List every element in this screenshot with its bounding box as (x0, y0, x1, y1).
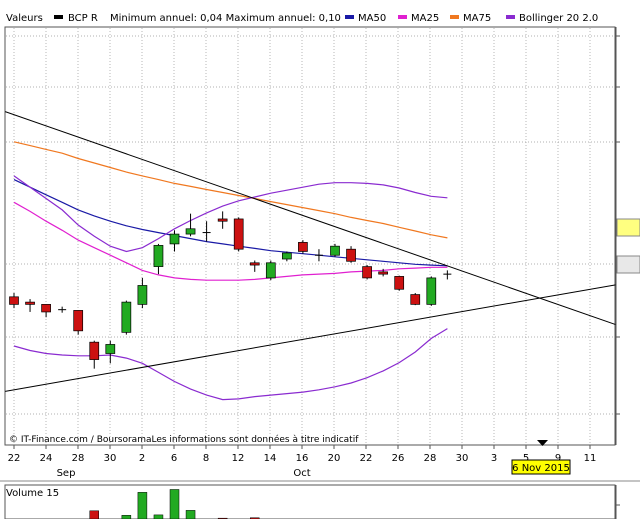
candle-body-24 (394, 276, 405, 290)
x-tick-label-7: 12 (232, 453, 245, 464)
x-tick-label-4: 2 (139, 453, 145, 464)
x-tick-label-12: 26 (392, 453, 405, 464)
x-tick-label-18: 11 (584, 453, 597, 464)
candle-body-18 (298, 242, 308, 252)
volume-bar-11 (185, 510, 196, 519)
x-tick-label-14: 30 (456, 453, 469, 464)
trendline-1 (5, 111, 634, 332)
price-grid (6, 28, 614, 444)
indicator-line-1 (13, 179, 448, 267)
candle-body-17 (282, 252, 292, 260)
candle-body-25 (410, 294, 421, 305)
candle-body-11 (185, 228, 196, 235)
date-badge-label: 6 Nov 2015 (512, 463, 570, 474)
ticker-swatch (54, 15, 63, 19)
legend-item-3: Bollinger 20 2.0 (519, 13, 598, 24)
x-tick-label-3: 30 (104, 453, 117, 464)
legend-header: Valeurs BCP R Minimum annuel: 0,04 Maxim… (6, 13, 598, 24)
candle-body-23 (378, 271, 388, 275)
candle-body-20 (330, 245, 340, 256)
indicator-line-0 (13, 141, 448, 239)
x-tick-label-16: 5 (523, 453, 529, 464)
date-cursor-icon (537, 440, 548, 446)
candle-body-7 (121, 301, 132, 333)
x-tick-label-8: 14 (264, 453, 277, 464)
x-tick-label-1: 24 (40, 453, 53, 464)
price-panel-frame (4, 26, 616, 446)
x-month-label-0: Sep (57, 468, 76, 479)
legend-swatch-0 (345, 15, 354, 19)
candle-body-5 (89, 341, 100, 360)
x-tick-label-9: 16 (296, 453, 309, 464)
x-month-label-1: Oct (293, 468, 310, 479)
volume-bar-8 (137, 492, 148, 519)
volume-title: Volume 15 (6, 488, 59, 499)
candle-body-16 (265, 262, 276, 279)
indicator-line-2 (13, 201, 448, 281)
candle-body-21 (346, 248, 356, 262)
x-tick-label-13: 28 (424, 453, 437, 464)
price-marker (616, 255, 640, 274)
candle-body-4 (73, 310, 84, 332)
volume-bar-15 (250, 517, 260, 519)
indicator-lines (13, 141, 448, 401)
legend-swatch-1 (398, 15, 407, 19)
volume-bar-9 (153, 514, 164, 519)
candle-body-10 (169, 233, 180, 245)
candlesticks (9, 211, 452, 369)
x-tick-label-0: 22 (8, 453, 21, 464)
x-tick-label-6: 8 (203, 453, 209, 464)
candle-body-6 (105, 344, 116, 354)
candle-body-8 (137, 285, 148, 305)
legend-swatch-3 (506, 15, 515, 19)
candle-body-14 (233, 218, 244, 250)
legend-item-1: MA25 (411, 13, 439, 24)
candle-body-15 (249, 262, 260, 266)
indicator-line-4 (13, 328, 448, 401)
watermark: © IT-Finance.com / BoursoramaLes informa… (9, 434, 359, 445)
candle-body-0 (9, 296, 19, 305)
candle-body-26 (426, 277, 437, 305)
legend-item-0: MA50 (358, 13, 386, 24)
legend-ticker: BCP R (68, 13, 98, 24)
legend-swatch-2 (450, 15, 459, 19)
candle-body-2 (41, 304, 51, 313)
x-tick-label-11: 22 (360, 453, 373, 464)
x-tick-label-5: 6 (171, 453, 177, 464)
volume-bar-5 (89, 510, 99, 519)
candle-body-9 (153, 245, 164, 267)
trendline-0 (5, 281, 634, 392)
x-tick-label-2: 28 (72, 453, 85, 464)
volume-bar-10 (169, 489, 180, 519)
trendlines (5, 111, 634, 392)
candle-body-1 (25, 301, 35, 305)
legend-item-2: MA75 (463, 13, 491, 24)
indicator-line-3 (13, 175, 448, 253)
right-axis (615, 27, 640, 445)
x-tick-label-15: 3 (491, 453, 497, 464)
volume-panel-frame (4, 484, 616, 519)
candle-body-22 (362, 266, 372, 279)
volume-bars (89, 489, 260, 519)
legend-annual-range: Minimum annuel: 0,04 Maximum annuel: 0,1… (110, 13, 341, 24)
volume-bar-7 (121, 515, 132, 519)
date-badge (511, 459, 571, 475)
x-tick-label-10: 20 (328, 453, 341, 464)
candle-body-13 (217, 218, 228, 222)
x-tick-label-17: 9 (555, 453, 561, 464)
last-price-marker (616, 218, 640, 237)
legend-series-label: Valeurs (6, 13, 43, 24)
